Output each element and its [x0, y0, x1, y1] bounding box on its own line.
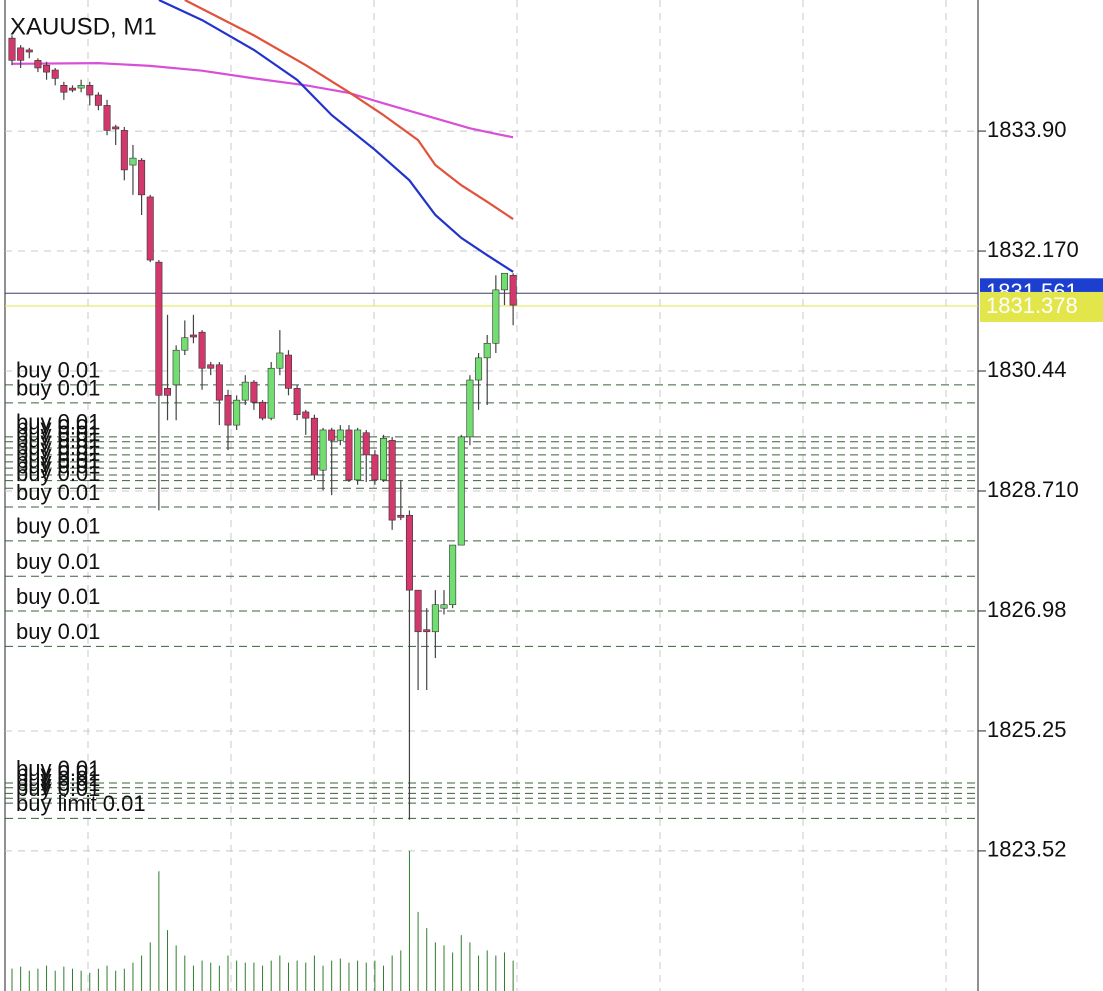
candle-body: [293, 388, 301, 416]
candle-body: [60, 84, 68, 93]
y-tick-label: 1826.98: [987, 597, 1067, 622]
order-label: buy 0.01: [16, 448, 100, 473]
candle-body: [449, 544, 457, 606]
y-tick-label: 1832.170: [987, 237, 1079, 262]
candle-body: [198, 331, 206, 369]
candle-body: [431, 604, 439, 633]
candle-body: [77, 84, 85, 89]
candle-body: [250, 381, 258, 403]
candle-body: [233, 399, 241, 426]
candle-body: [112, 126, 120, 130]
candle-body: [388, 440, 396, 521]
candle-body: [155, 261, 163, 396]
candle-body: [405, 514, 413, 591]
y-tick-label: 1828.710: [987, 477, 1079, 502]
candle-body: [440, 604, 448, 609]
order-label: buy 0.01: [16, 766, 100, 791]
candle-body: [500, 272, 508, 291]
candle-body: [457, 436, 465, 546]
candle-body: [267, 367, 275, 419]
candle-body: [423, 629, 431, 633]
candle-body: [138, 159, 146, 196]
ask-price-label: 1831.378: [986, 293, 1078, 318]
candle-body: [354, 429, 362, 481]
order-label: buy 0.01: [16, 421, 100, 446]
moving-average: [184, 0, 514, 221]
candle-body: [68, 87, 76, 91]
candle-body: [380, 437, 388, 481]
candle-body: [310, 417, 318, 476]
moving-average: [11, 61, 514, 139]
candle-body: [146, 196, 154, 261]
candle-body: [207, 364, 215, 369]
candle-body: [276, 352, 284, 369]
y-tick-label: 1825.25: [987, 717, 1067, 742]
order-label: buy 0.01: [16, 415, 100, 440]
y-tick-label: 1823.52: [987, 837, 1067, 862]
candle-body: [319, 429, 327, 471]
order-label: buy 0.01: [16, 761, 100, 786]
candle-body: [34, 60, 42, 69]
candle-body: [224, 394, 232, 426]
candle-body: [414, 589, 422, 633]
candle-body: [336, 429, 344, 441]
candle-body: [475, 357, 483, 381]
order-label: buy 0.01: [16, 584, 100, 609]
candle-body: [8, 37, 16, 61]
order-label: buy 0.01: [16, 428, 100, 453]
candle-body: [181, 337, 189, 351]
candle-body: [94, 94, 102, 106]
candle-body: [43, 64, 51, 73]
candle-body: [164, 388, 172, 396]
candle-body: [17, 47, 25, 61]
candle-body: [466, 379, 474, 438]
order-label: buy 0.01: [16, 358, 100, 383]
order-label: buy 0.01: [16, 776, 100, 801]
candle-body: [215, 364, 223, 401]
order-label: buy limit 0.01: [16, 791, 146, 816]
order-label: buy 0.01: [16, 435, 100, 460]
candle-body: [483, 342, 491, 359]
candle-body: [345, 429, 353, 481]
order-label: buy 0.01: [16, 549, 100, 574]
order-label: buy 0.01: [16, 514, 100, 539]
order-label: buy 0.01: [16, 771, 100, 796]
candle-body: [371, 454, 379, 481]
order-label: buy 0.01: [16, 461, 100, 486]
candle-body: [86, 84, 94, 96]
candle-body: [492, 289, 500, 344]
candle-body: [172, 349, 180, 386]
candle-body: [189, 334, 197, 338]
order-label: buy 0.01: [16, 441, 100, 466]
candle-body: [328, 429, 336, 441]
y-tick-label: 1830.44: [987, 357, 1067, 382]
candle-body: [25, 49, 33, 53]
candle-body: [241, 381, 249, 401]
candle-body: [397, 514, 405, 518]
y-tick-label: 1833.90: [987, 117, 1067, 142]
candle-body: [259, 401, 267, 419]
moving-average: [158, 0, 514, 273]
order-label: buy 0.01: [16, 453, 100, 478]
order-label: buy 0.01: [16, 410, 100, 435]
ask-price-box: [980, 291, 1103, 322]
order-label: buy 0.01: [16, 480, 100, 505]
candle-body: [129, 157, 137, 166]
order-label: buy 0.01: [16, 756, 100, 781]
candle-body: [302, 411, 310, 419]
order-label: buy 0.01: [16, 376, 100, 401]
chart-title: XAUUSD, M1: [10, 13, 157, 40]
order-label: buy 0.01: [16, 619, 100, 644]
candle-body: [284, 354, 292, 389]
vertical-grid: [87, 0, 947, 991]
candle-body: [51, 69, 59, 79]
candle-body: [509, 275, 517, 306]
candle-body: [103, 105, 111, 131]
candle-body: [120, 130, 128, 171]
candle-body: [362, 432, 370, 456]
